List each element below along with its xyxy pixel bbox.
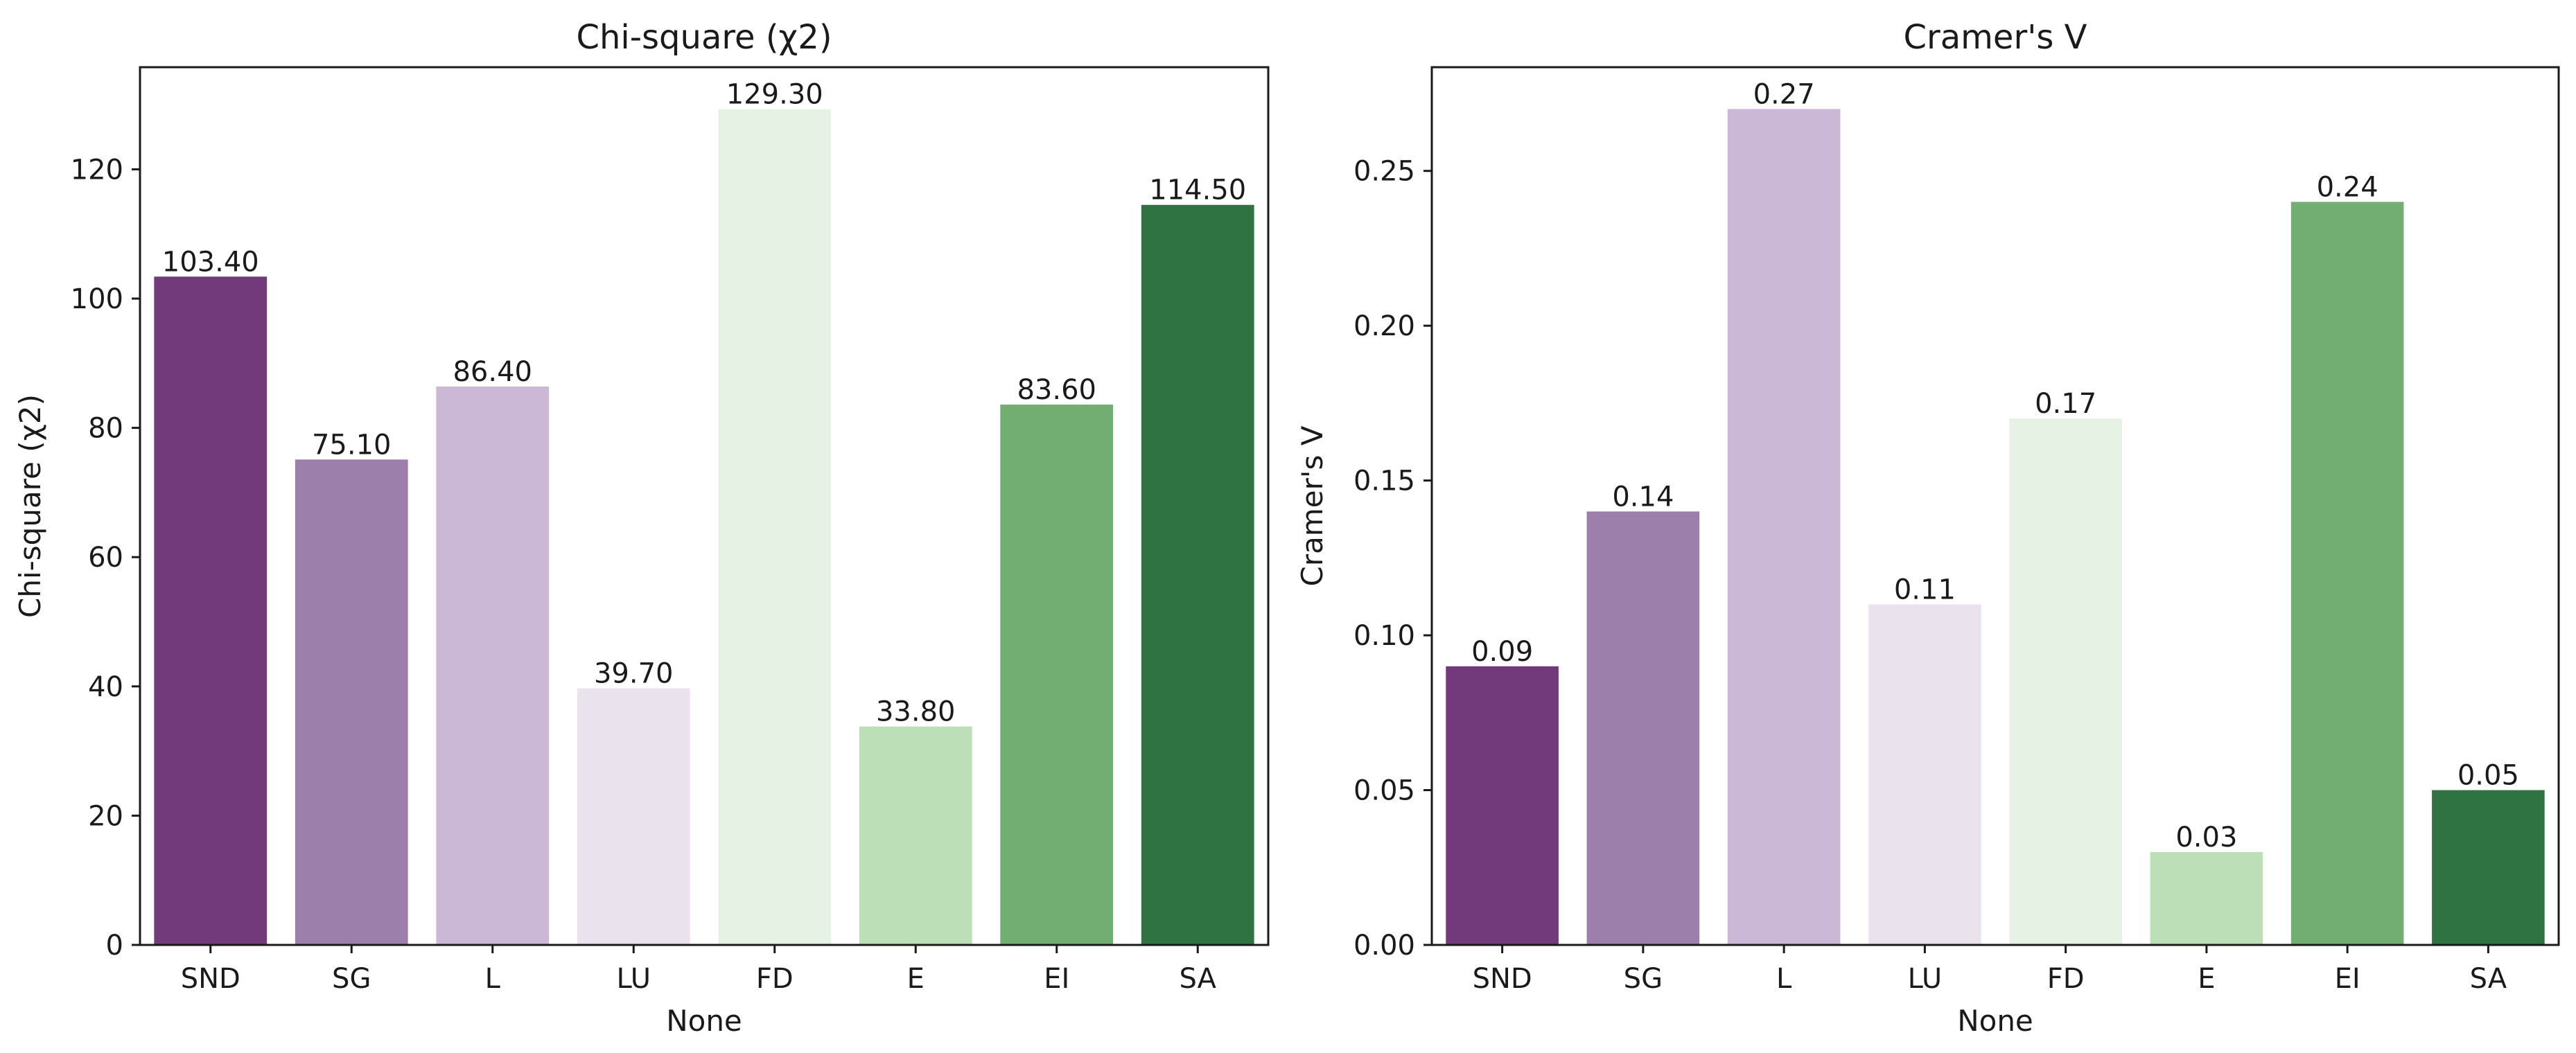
- chart-title: Chi-square (χ2): [576, 18, 832, 57]
- x-tick-label-lu: LU: [1908, 963, 1943, 995]
- x-tick-label-fd: FD: [756, 963, 794, 995]
- x-tick-label-sa: SA: [2470, 963, 2507, 995]
- y-tick-label: 0.10: [1353, 620, 1415, 652]
- x-tick-label-e: E: [907, 963, 925, 995]
- bar-sa: [2432, 790, 2545, 945]
- y-tick-label: 120: [71, 154, 123, 186]
- chart-title: Cramer's V: [1904, 18, 2087, 57]
- data-label-ei: 83.60: [1017, 374, 1096, 406]
- bar-l: [1727, 109, 1841, 945]
- data-label-sa: 114.50: [1149, 175, 1246, 206]
- x-axis-label: None: [1957, 1004, 2033, 1038]
- bar-sg: [295, 459, 408, 945]
- cramers-v-chart: 0.09 SND 0.14 SG 0.27 L 0.11 LU 0.17 FD 0.03 E 0.24 E…: [1295, 18, 2560, 1038]
- axes-frame: [1430, 66, 2560, 946]
- bar-e: [2150, 851, 2263, 945]
- y-tick-label: 0.00: [1353, 930, 1415, 962]
- axes-frame: [139, 66, 1270, 946]
- bar-lu: [577, 688, 690, 945]
- y-tick-label: 0.15: [1353, 466, 1415, 497]
- data-label-l: 86.40: [453, 356, 532, 388]
- x-tick-label-sg: SG: [332, 963, 371, 995]
- bar-sg: [1586, 511, 1700, 945]
- bar-sa: [1141, 204, 1254, 945]
- x-tick-label-fd: FD: [2047, 963, 2085, 995]
- bar-snd: [1446, 666, 1559, 945]
- x-tick-label-sa: SA: [1180, 963, 1217, 995]
- x-tick-label-ei: EI: [2335, 963, 2360, 995]
- y-tick-label: 0.25: [1353, 156, 1415, 188]
- x-tick-label-l: L: [485, 963, 501, 995]
- bar-ei: [1000, 405, 1114, 945]
- bar-snd: [154, 276, 268, 945]
- bar-fd: [2009, 418, 2122, 945]
- data-label-fd: 0.17: [2035, 388, 2096, 420]
- y-tick-label: 0.05: [1353, 775, 1415, 807]
- y-tick-label: 40: [88, 671, 123, 703]
- data-label-l: 0.27: [1753, 78, 1815, 110]
- data-label-fd: 129.30: [726, 79, 823, 111]
- y-tick-label: 80: [88, 413, 123, 445]
- data-label-lu: 0.11: [1894, 574, 1956, 605]
- data-label-sg: 75.10: [312, 429, 392, 461]
- x-tick-label-sg: SG: [1624, 963, 1663, 995]
- x-tick-label-l: L: [1776, 963, 1792, 995]
- x-tick-label-ei: EI: [1044, 963, 1069, 995]
- bar-l: [436, 386, 550, 945]
- data-label-lu: 39.70: [594, 658, 674, 690]
- y-tick-label: 0: [106, 930, 123, 962]
- bar-e: [859, 726, 972, 945]
- data-label-e: 0.03: [2175, 822, 2237, 853]
- x-tick-label-snd: SND: [181, 963, 240, 995]
- chi-square-chart: 103.40 SND 75.10 SG 86.40 L 39.70 LU 129.30 FD 33.…: [13, 18, 1270, 1038]
- y-tick-label: 100: [71, 283, 123, 315]
- data-label-ei: 0.24: [2317, 171, 2378, 203]
- x-tick-label-lu: LU: [616, 963, 651, 995]
- y-tick-label: 20: [88, 800, 123, 832]
- bar-fd: [718, 109, 832, 946]
- data-label-e: 33.80: [876, 696, 956, 728]
- data-label-snd: 103.40: [162, 246, 259, 278]
- data-label-sg: 0.14: [1612, 481, 1674, 513]
- x-tick-label-e: E: [2198, 963, 2215, 995]
- y-axis-label: Chi-square (χ2): [13, 394, 47, 618]
- data-label-snd: 0.09: [1471, 636, 1533, 668]
- bar-lu: [1868, 604, 1981, 945]
- bar-ei: [2290, 202, 2404, 945]
- y-tick-label: 0.20: [1353, 310, 1415, 342]
- y-axis-label: Cramer's V: [1295, 425, 1329, 586]
- x-tick-label-snd: SND: [1473, 963, 1532, 995]
- x-axis-label: None: [666, 1004, 742, 1038]
- data-label-sa: 0.05: [2457, 760, 2519, 792]
- y-tick-label: 60: [88, 542, 123, 574]
